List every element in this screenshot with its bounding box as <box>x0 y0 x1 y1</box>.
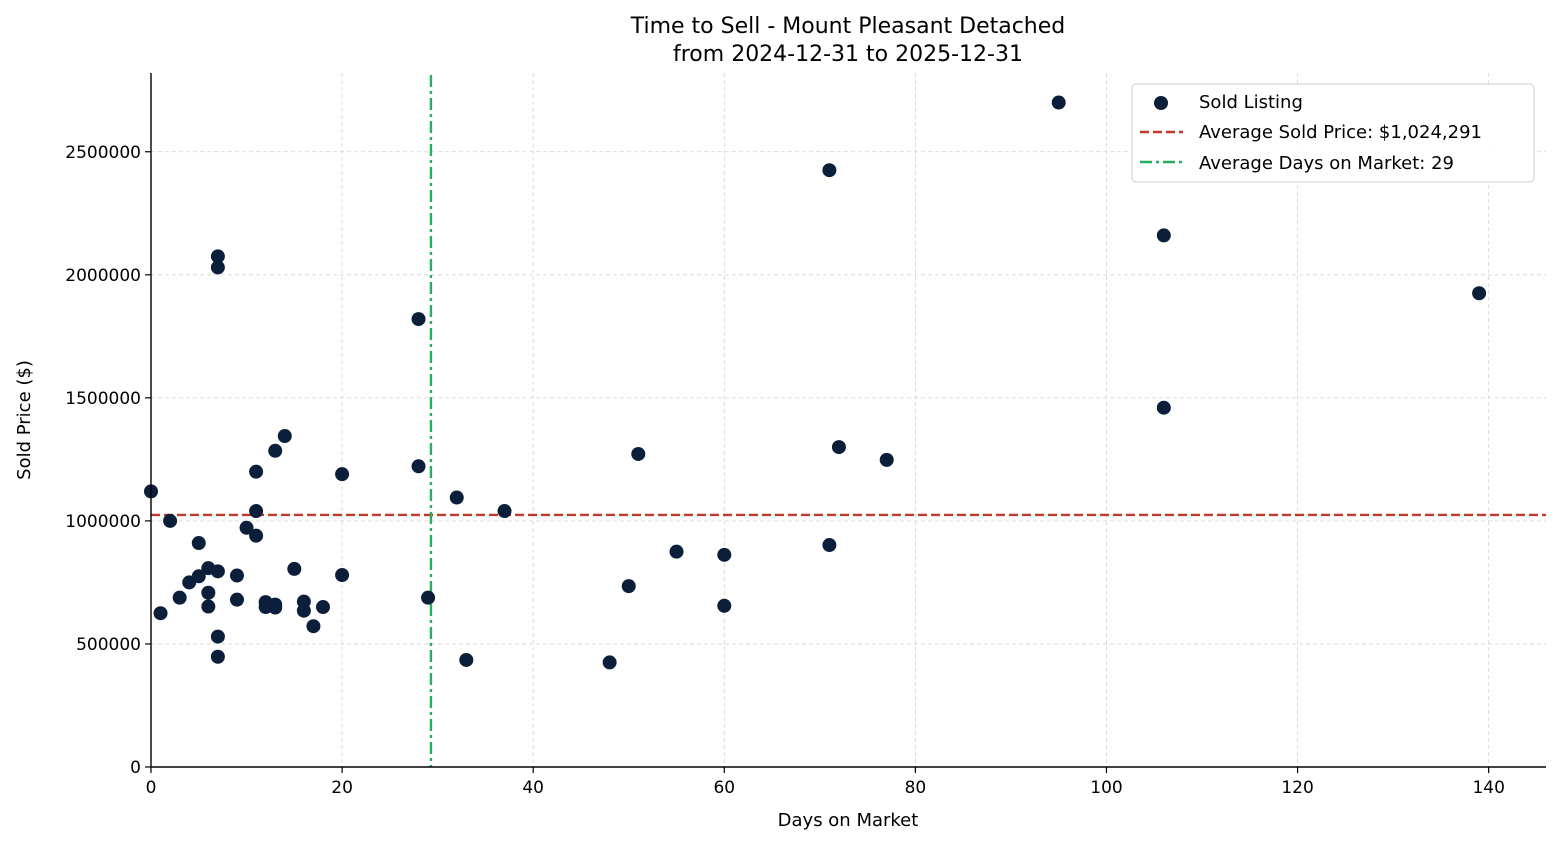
data-point <box>822 163 837 178</box>
data-point <box>411 459 426 474</box>
y-tick-label: 2000000 <box>65 266 141 286</box>
data-point <box>210 249 225 264</box>
chart-subtitle: from 2024-12-31 to 2025-12-31 <box>673 42 1023 67</box>
data-point <box>449 490 464 505</box>
legend-label-average-price: Average Sold Price: $1,024,291 <box>1199 122 1482 143</box>
data-point <box>411 312 426 327</box>
data-point <box>315 600 330 615</box>
legend: Sold Listing Average Sold Price: $1,024,… <box>1131 83 1535 183</box>
data-point <box>335 467 350 482</box>
data-point <box>296 603 311 618</box>
data-point <box>210 260 225 275</box>
data-point <box>1156 400 1171 415</box>
legend-box <box>1131 83 1535 183</box>
x-tick-label: 20 <box>331 778 353 798</box>
reference-lines <box>151 75 1546 767</box>
x-tick-label: 100 <box>1090 778 1122 798</box>
x-tick-label: 60 <box>713 778 735 798</box>
data-point <box>201 599 216 614</box>
data-point <box>1051 95 1066 110</box>
data-point <box>717 598 732 613</box>
data-point <box>229 592 244 607</box>
data-point <box>602 655 617 670</box>
y-axis-label: Sold Price ($) <box>14 360 35 480</box>
data-point <box>191 536 206 551</box>
data-point <box>172 590 187 605</box>
data-point <box>268 443 283 458</box>
grid <box>151 73 1546 767</box>
data-point <box>669 544 684 559</box>
data-point <box>879 452 894 467</box>
x-axis-ticks: 0 20 40 60 80 100 120 140 <box>146 767 1505 798</box>
data-point <box>249 504 264 519</box>
y-tick-label: 1000000 <box>65 512 141 532</box>
data-point <box>249 528 264 543</box>
data-point <box>1472 286 1487 301</box>
data-point <box>822 538 837 553</box>
data-point <box>459 652 474 667</box>
data-point <box>497 504 512 519</box>
data-point <box>210 564 225 579</box>
legend-marker-sold-listing <box>1154 96 1168 110</box>
data-point <box>153 606 168 621</box>
chart-title: Time to Sell - Mount Pleasant Detached <box>630 14 1066 39</box>
data-points <box>144 95 1487 670</box>
data-point <box>210 629 225 644</box>
data-point <box>201 585 216 600</box>
data-point <box>249 464 264 479</box>
y-axis-ticks: 0 500000 1000000 1500000 2000000 2500000 <box>65 143 151 778</box>
legend-label-average-days: Average Days on Market: 29 <box>1199 153 1454 174</box>
data-point <box>717 547 732 562</box>
data-point <box>631 446 646 461</box>
x-tick-label: 120 <box>1281 778 1313 798</box>
data-point <box>268 600 283 615</box>
x-tick-label: 80 <box>905 778 927 798</box>
data-point <box>335 568 350 583</box>
data-point <box>239 520 254 535</box>
x-tick-label: 0 <box>146 778 157 798</box>
data-point <box>277 428 292 443</box>
x-axis-label: Days on Market <box>778 810 919 831</box>
legend-label-sold-listing: Sold Listing <box>1199 92 1303 113</box>
data-point <box>421 590 436 605</box>
data-point <box>163 513 178 528</box>
data-point <box>831 440 846 455</box>
data-point <box>621 579 636 594</box>
data-point <box>306 619 321 634</box>
y-tick-label: 500000 <box>76 635 141 655</box>
x-tick-label: 40 <box>522 778 544 798</box>
x-tick-label: 140 <box>1472 778 1504 798</box>
y-tick-label: 1500000 <box>65 389 141 409</box>
y-tick-label: 0 <box>130 758 141 778</box>
data-point <box>287 561 302 576</box>
data-point <box>1156 228 1171 243</box>
y-tick-label: 2500000 <box>65 143 141 163</box>
data-point <box>191 569 206 584</box>
data-point <box>229 568 244 583</box>
data-point <box>210 649 225 664</box>
